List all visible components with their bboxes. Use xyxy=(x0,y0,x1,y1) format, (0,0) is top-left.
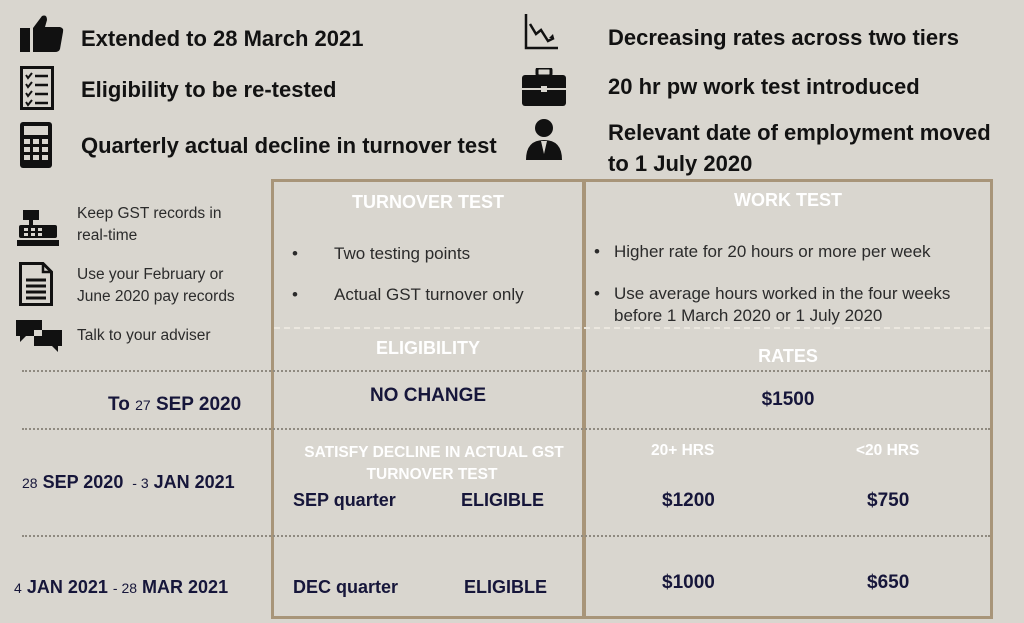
row2-quarter: SEP quarter xyxy=(293,490,396,510)
row3-date-range: 4 JAN 2021 - 28 MAR 2021 xyxy=(14,577,228,598)
row2-from-month-year: SEP 2020 xyxy=(42,472,124,492)
row3-rate-high: $1000 xyxy=(662,572,715,593)
row1-date-range: To 27 SEP 2020 xyxy=(108,394,241,416)
row3-to-month-year: MAR 2021 xyxy=(142,577,229,597)
document-icon xyxy=(19,262,53,306)
row1-month-year: SEP 2020 xyxy=(155,394,242,415)
work-test-header: WORK TEST xyxy=(734,190,842,210)
row2-rate-low: $750 xyxy=(867,490,910,511)
feature-relevant-date-line2: to 1 July 2020 xyxy=(608,151,753,176)
tip-adviser: Talk to your adviser xyxy=(77,327,211,344)
row3-rate-low: $650 xyxy=(867,572,910,593)
row3-separator: - xyxy=(112,580,118,596)
tier-low-label: <20 HRS xyxy=(856,442,920,459)
row2-to-day: 3 xyxy=(140,475,149,491)
row2-separator: - xyxy=(132,475,137,491)
employee-icon xyxy=(526,119,562,160)
feature-extended: Extended to 28 March 2021 xyxy=(81,26,364,51)
row-divider-1 xyxy=(22,370,990,372)
turnover-bullet-1: • Two testing points xyxy=(292,244,470,264)
bullet-icon: • xyxy=(594,242,600,261)
tip-pay-line1: Use your February or xyxy=(77,266,224,283)
chat-bubbles-icon xyxy=(16,320,62,352)
work-bullet-1: • Higher rate for 20 hours or more per we… xyxy=(594,242,931,262)
work-bullet-1-text: Higher rate for 20 hours or more per wee… xyxy=(614,242,931,261)
tip-gst-line1: Keep GST records in xyxy=(77,205,222,222)
calculator-icon xyxy=(20,122,52,168)
turnover-bullet-1-text: Two testing points xyxy=(334,244,471,263)
row3-quarter: DEC quarter xyxy=(293,577,399,597)
tip-pay-records: Use your February or June 2020 pay recor… xyxy=(77,264,235,308)
row2-date-range: 28 SEP 2020 - 3 JAN 2021 xyxy=(22,472,235,493)
tier-high-label: 20+ HRS xyxy=(651,442,715,459)
row2-status: ELIGIBLE xyxy=(461,490,545,510)
work-bullet-2-line2: before 1 March 2020 or 1 July 2020 xyxy=(614,306,883,325)
work-bullet-2-line1: Use average hours worked in the four wee… xyxy=(614,284,951,303)
tip-pay-line2: June 2020 pay records xyxy=(77,288,235,305)
row3-from-month-year: JAN 2021 xyxy=(26,577,108,597)
row1-day: 27 xyxy=(135,397,151,413)
bullet-icon: • xyxy=(594,284,600,303)
tip-gst-line2: real-time xyxy=(77,227,138,244)
row3-to-day: 28 xyxy=(121,580,138,596)
eligibility-header: ELIGIBILITY xyxy=(375,338,480,358)
turnover-bullet-2-text: Actual GST turnover only xyxy=(334,285,524,304)
row2-from-day: 28 xyxy=(22,475,38,491)
row-divider-2 xyxy=(22,428,990,430)
feature-relevant-date-line1: Relevant date of employment moved xyxy=(608,120,991,145)
row-divider-3 xyxy=(22,535,990,537)
thumbs-up-icon xyxy=(20,15,64,52)
feature-work-test: 20 hr pw work test introduced xyxy=(608,74,920,99)
row2-eligibility-heading: SATISFY DECLINE IN ACTUAL GST TURNOVER T… xyxy=(274,442,594,486)
bullet-icon: • xyxy=(292,244,298,263)
row3-status: ELIGIBLE xyxy=(464,577,548,597)
row1-rate: $1500 xyxy=(761,389,815,410)
tip-gst-records: Keep GST records in real-time xyxy=(77,203,221,247)
work-bullet-2: • Use average hours worked in the four we… xyxy=(594,284,950,304)
turnover-test-header: TURNOVER TEST xyxy=(351,192,504,212)
row1-to: To xyxy=(108,394,130,415)
checklist-icon xyxy=(20,66,54,110)
rates-header: RATES xyxy=(758,346,818,366)
row1-eligibility: NO CHANGE xyxy=(369,385,487,406)
briefcase-icon xyxy=(522,68,566,106)
section-divider xyxy=(274,327,990,329)
feature-eligibility: Eligibility to be re-tested xyxy=(81,77,337,102)
declining-chart-icon xyxy=(524,14,558,50)
work-rates-box xyxy=(583,179,993,619)
row3-from-day: 4 xyxy=(14,580,22,596)
feature-decreasing: Decreasing rates across two tiers xyxy=(608,25,959,50)
row2-eligibility-heading-line2: TURNOVER TEST xyxy=(366,466,498,483)
bullet-icon: • xyxy=(292,285,298,304)
row2-rate-high: $1200 xyxy=(662,490,715,511)
row2-to-month-year: JAN 2021 xyxy=(153,472,235,492)
feature-quarterly: Quarterly actual decline in turnover tes… xyxy=(81,133,497,158)
cash-register-icon xyxy=(17,210,59,246)
row2-eligibility-heading-line1: SATISFY DECLINE IN ACTUAL GST xyxy=(304,444,564,461)
turnover-bullet-2: • Actual GST turnover only xyxy=(292,285,524,305)
